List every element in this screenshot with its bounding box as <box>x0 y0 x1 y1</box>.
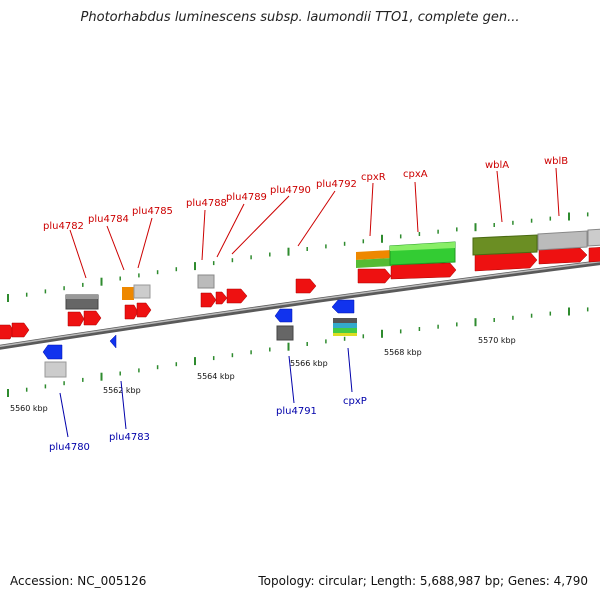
cds-arrow <box>124 304 139 320</box>
gene-box <box>276 325 294 341</box>
leader-lines <box>59 167 560 438</box>
gene-label-wblB[interactable]: wblB <box>544 156 568 167</box>
gene-label-plu4791[interactable]: plu4791 <box>276 406 317 417</box>
cds-arrow <box>67 311 85 327</box>
reverse-gene-labels: plu4780 plu4783 plu4791 cpxP <box>49 396 367 453</box>
gene-box <box>587 228 600 247</box>
forward-gene-labels: plu4782 plu4784 plu4785 plu4788 plu4789 … <box>43 156 568 232</box>
gene-box <box>333 318 357 323</box>
reverse-tick-row <box>7 307 589 397</box>
reverse-feature-boxes <box>44 318 357 378</box>
gene-label-plu4784[interactable]: plu4784 <box>88 214 129 225</box>
map-title: Photorhabdus luminescens subsp. laumondi… <box>80 10 520 25</box>
scale-label-5560: 5560 kbp <box>10 404 48 413</box>
scale-label-5570: 5570 kbp <box>478 336 516 345</box>
gene-label-cpxA[interactable]: cpxA <box>403 169 428 180</box>
forward-tick-row <box>7 212 589 302</box>
gene-label-plu4788[interactable]: plu4788 <box>186 198 227 209</box>
cds-arrow <box>357 268 392 284</box>
gene-label-plu4792[interactable]: plu4792 <box>316 179 357 190</box>
forward-cds-arrows <box>0 247 600 340</box>
cds-arrow <box>331 299 355 314</box>
cds-arrow <box>200 292 217 308</box>
gene-box <box>133 284 151 299</box>
cds-arrow <box>390 262 457 280</box>
gene-label-plu4783[interactable]: plu4783 <box>109 432 150 443</box>
scale-label-5564: 5564 kbp <box>197 372 235 381</box>
cds-arrow <box>11 322 30 338</box>
gene-label-cpxR[interactable]: cpxR <box>361 172 386 183</box>
cds-arrow <box>588 247 600 263</box>
gene-box <box>122 287 134 300</box>
scale-label-5566: 5566 kbp <box>290 359 328 368</box>
gene-box <box>44 361 67 378</box>
genome-summary: Topology: circular; Length: 5,688,987 bp… <box>258 574 588 588</box>
cds-arrow <box>274 308 293 323</box>
gene-label-plu4782[interactable]: plu4782 <box>43 221 84 232</box>
scale-label-5568: 5568 kbp <box>384 348 422 357</box>
scale-labels: 5560 kbp 5562 kbp 5564 kbp 5566 kbp 5568… <box>10 336 516 413</box>
gene-box <box>333 323 357 328</box>
gene-box <box>537 230 588 251</box>
gene-label-plu4785[interactable]: plu4785 <box>132 206 173 217</box>
cds-arrow <box>42 344 63 360</box>
cds-arrow <box>136 302 152 318</box>
cds-arrow <box>538 247 588 265</box>
genome-backbone-highlight <box>0 260 600 347</box>
cds-arrow <box>83 310 102 326</box>
cds-arrow <box>295 278 317 294</box>
accession-label: Accession: NC_005126 <box>10 574 147 588</box>
gene-label-cpxP[interactable]: cpxP <box>343 396 367 407</box>
gene-box <box>333 328 357 333</box>
gene-label-plu4789[interactable]: plu4789 <box>226 192 267 203</box>
cds-arrow <box>215 291 228 305</box>
genome-backbone <box>0 260 600 350</box>
gene-box <box>66 295 98 299</box>
reverse-cds-arrows <box>42 299 355 360</box>
gene-box <box>356 250 392 260</box>
forward-feature-boxes <box>65 228 600 310</box>
gene-box <box>356 258 392 268</box>
gene-label-plu4780[interactable]: plu4780 <box>49 442 90 453</box>
gene-box <box>197 274 215 289</box>
gene-box <box>390 242 455 251</box>
gene-label-plu4790[interactable]: plu4790 <box>270 185 311 196</box>
gene-label-wblA[interactable]: wblA <box>485 160 509 171</box>
cds-arrow <box>226 288 248 304</box>
gene-box <box>333 333 357 336</box>
gene-box <box>472 234 538 256</box>
cds-arrow <box>109 334 117 349</box>
